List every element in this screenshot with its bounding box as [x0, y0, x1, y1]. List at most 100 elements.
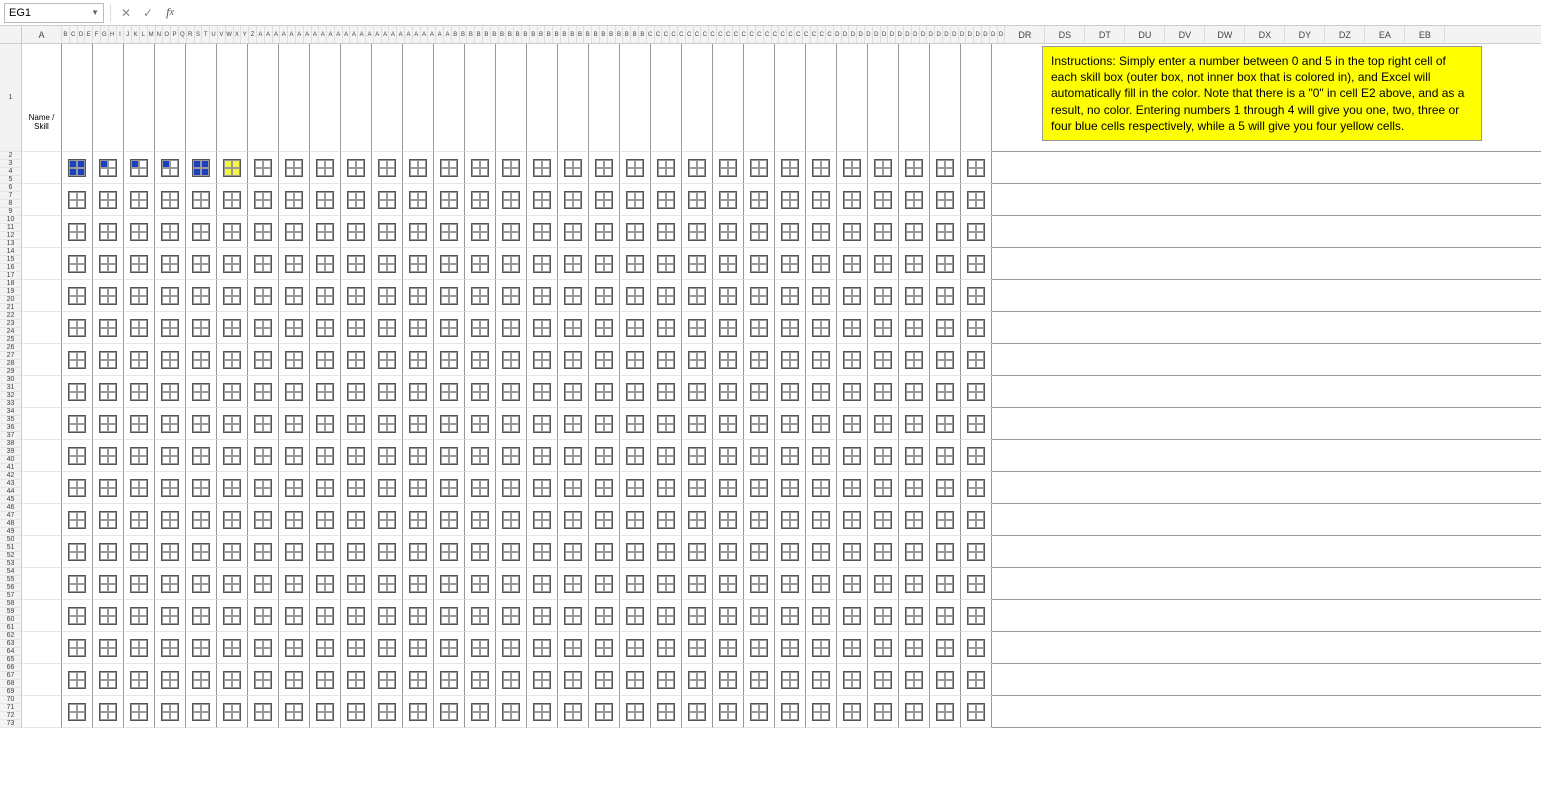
skill-cell[interactable]: [775, 408, 806, 440]
skill-cell[interactable]: [124, 632, 155, 664]
skill-cell[interactable]: [217, 184, 248, 216]
skill-cell[interactable]: [310, 344, 341, 376]
skill-cell[interactable]: [248, 472, 279, 504]
column-header[interactable]: D: [896, 26, 904, 43]
skill-cell[interactable]: [465, 440, 496, 472]
column-header[interactable]: A: [273, 26, 281, 43]
skill-cell[interactable]: [682, 504, 713, 536]
skill-cell[interactable]: [868, 152, 899, 184]
name-cell[interactable]: [22, 376, 62, 408]
skill-cell[interactable]: [682, 568, 713, 600]
column-header[interactable]: D: [873, 26, 881, 43]
skill-cell[interactable]: [589, 600, 620, 632]
skill-cell[interactable]: [155, 280, 186, 312]
column-header[interactable]: DR: [1005, 26, 1045, 43]
skill-cell[interactable]: [465, 472, 496, 504]
skill-cell[interactable]: [496, 376, 527, 408]
skill-cell[interactable]: [496, 312, 527, 344]
row-header[interactable]: 43: [0, 480, 22, 488]
skill-cell[interactable]: [279, 696, 310, 728]
skill-cell[interactable]: [713, 280, 744, 312]
row-header[interactable]: 12: [0, 232, 22, 240]
skill-cell[interactable]: [248, 280, 279, 312]
skill-cell[interactable]: [744, 696, 775, 728]
skill-column-header[interactable]: [558, 44, 589, 152]
skill-cell[interactable]: [434, 184, 465, 216]
skill-cell[interactable]: [868, 216, 899, 248]
skill-cell[interactable]: [744, 568, 775, 600]
column-header[interactable]: N: [156, 26, 164, 43]
skill-cell[interactable]: [961, 664, 992, 696]
row-header[interactable]: 30: [0, 376, 22, 384]
row-header[interactable]: 3: [0, 160, 22, 168]
skill-cell[interactable]: [837, 504, 868, 536]
skill-cell[interactable]: [651, 536, 682, 568]
skill-cell[interactable]: [372, 376, 403, 408]
column-header[interactable]: A: [374, 26, 382, 43]
column-header[interactable]: B: [592, 26, 600, 43]
skill-cell[interactable]: [248, 248, 279, 280]
skill-cell[interactable]: [186, 216, 217, 248]
row-header[interactable]: 62: [0, 632, 22, 640]
column-header[interactable]: C: [725, 26, 733, 43]
skill-cell[interactable]: [186, 312, 217, 344]
row-header[interactable]: 24: [0, 328, 22, 336]
column-header[interactable]: D: [943, 26, 951, 43]
row-header[interactable]: 8: [0, 200, 22, 208]
row-header[interactable]: 53: [0, 560, 22, 568]
skill-cell[interactable]: [651, 344, 682, 376]
name-cell[interactable]: [22, 472, 62, 504]
skill-cell[interactable]: [124, 664, 155, 696]
skill-cell[interactable]: [589, 184, 620, 216]
column-header[interactable]: B: [475, 26, 483, 43]
row-header[interactable]: 40: [0, 456, 22, 464]
column-header[interactable]: C: [686, 26, 694, 43]
row-header[interactable]: 31: [0, 384, 22, 392]
row-header[interactable]: 56: [0, 584, 22, 592]
column-header[interactable]: D: [998, 26, 1006, 43]
column-header[interactable]: B: [499, 26, 507, 43]
skill-cell[interactable]: [186, 280, 217, 312]
column-header[interactable]: R: [187, 26, 195, 43]
skill-cell[interactable]: [93, 600, 124, 632]
skill-cell[interactable]: [713, 216, 744, 248]
skill-cell[interactable]: [434, 440, 465, 472]
skill-column-header[interactable]: [465, 44, 496, 152]
skill-cell[interactable]: [806, 344, 837, 376]
skill-cell[interactable]: [775, 376, 806, 408]
skill-cell[interactable]: [961, 600, 992, 632]
skill-cell[interactable]: [558, 536, 589, 568]
skill-cell[interactable]: [806, 248, 837, 280]
skill-cell[interactable]: [713, 408, 744, 440]
skill-cell[interactable]: [496, 152, 527, 184]
column-header[interactable]: D: [912, 26, 920, 43]
skill-cell[interactable]: [961, 472, 992, 504]
skill-cell[interactable]: [651, 408, 682, 440]
skill-cell[interactable]: [93, 696, 124, 728]
skill-cell[interactable]: [186, 440, 217, 472]
skill-cell[interactable]: [713, 600, 744, 632]
name-cell[interactable]: [22, 152, 62, 184]
skill-cell[interactable]: [279, 600, 310, 632]
skill-cell[interactable]: [372, 440, 403, 472]
column-header[interactable]: O: [163, 26, 171, 43]
skill-cell[interactable]: [930, 312, 961, 344]
skill-cell[interactable]: [341, 568, 372, 600]
skill-cell[interactable]: [155, 248, 186, 280]
skill-cell[interactable]: [806, 440, 837, 472]
skill-cell[interactable]: [217, 312, 248, 344]
skill-cell[interactable]: [62, 504, 93, 536]
skill-cell[interactable]: [589, 472, 620, 504]
column-header[interactable]: C: [818, 26, 826, 43]
skill-cell[interactable]: [248, 184, 279, 216]
skill-cell[interactable]: [93, 664, 124, 696]
skill-cell[interactable]: [744, 152, 775, 184]
skill-cell[interactable]: [403, 376, 434, 408]
column-header[interactable]: A: [296, 26, 304, 43]
skill-cell[interactable]: [775, 344, 806, 376]
skill-cell[interactable]: [744, 600, 775, 632]
skill-cell[interactable]: [868, 248, 899, 280]
row-header[interactable]: 37: [0, 432, 22, 440]
cancel-icon[interactable]: ✕: [117, 4, 135, 22]
skill-cell[interactable]: [930, 664, 961, 696]
